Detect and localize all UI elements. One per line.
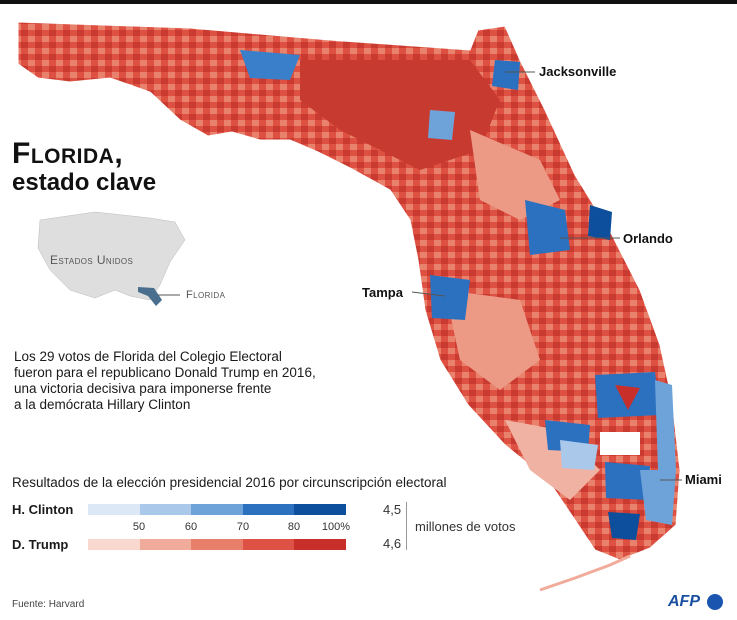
description-line: una victoria decisiva para imponerse fre… — [14, 381, 272, 396]
description-line: a la demócrata Hillary Clinton — [14, 397, 191, 412]
legend-color-swatch — [88, 539, 140, 550]
description-line: fueron para el republicano Donald Trump … — [14, 365, 316, 380]
legend-color-swatch — [191, 539, 243, 550]
legend-candidate-clinton: H. Clinton — [12, 502, 74, 517]
clinton-color-scale — [88, 504, 346, 515]
afp-logo: AFP — [668, 593, 700, 610]
legend-color-swatch — [242, 539, 295, 550]
title-line1: Florida, — [12, 137, 124, 170]
legend-tick: 50 — [132, 521, 146, 533]
votes-unit: millones de votos — [415, 519, 516, 534]
trump-color-scale — [88, 539, 346, 550]
city-label-jacksonville: Jacksonville — [539, 64, 617, 79]
clinton-clusters — [240, 50, 676, 540]
city-label-orlando: Orlando — [623, 231, 673, 246]
city-label-tampa: Tampa — [362, 285, 403, 300]
title-line2: estado clave — [12, 168, 157, 196]
legend-title: Resultados de la elección presidencial 2… — [12, 475, 447, 490]
legend-color-swatch — [88, 504, 140, 515]
description-line: Los 29 votos de Florida del Colegio Elec… — [14, 349, 282, 364]
legend-color-swatch — [139, 504, 192, 515]
city-label-miami: Miami — [685, 472, 722, 487]
trump-votes: 4,6 — [383, 536, 402, 551]
description: Los 29 votos de Florida del Colegio Elec… — [14, 349, 354, 413]
clinton-votes: 4,5 — [383, 502, 402, 517]
top-rule — [0, 0, 737, 4]
legend-candidate-trump: D. Trump — [12, 537, 69, 552]
legend-tick: 80 — [287, 521, 301, 533]
inset-state-label: Florida — [186, 289, 226, 301]
legend-color-swatch — [191, 504, 243, 515]
florida-keys — [539, 554, 631, 592]
afp-logo-dot — [707, 594, 723, 610]
legend-tick: 100% — [321, 521, 351, 533]
legend-color-swatch — [294, 539, 346, 550]
legend-color-swatch — [294, 504, 346, 515]
votes-brace — [406, 502, 407, 550]
page-title: Florida, estado clave — [12, 138, 156, 195]
legend-color-swatch — [139, 539, 192, 550]
source-note: Fuente: Harvard — [12, 599, 85, 610]
legend-tick: 60 — [184, 521, 198, 533]
legend-tick: 70 — [236, 521, 250, 533]
inset-country-label: Estados Unidos — [50, 253, 134, 267]
usa-inset — [37, 211, 186, 306]
legend-color-swatch — [242, 504, 295, 515]
